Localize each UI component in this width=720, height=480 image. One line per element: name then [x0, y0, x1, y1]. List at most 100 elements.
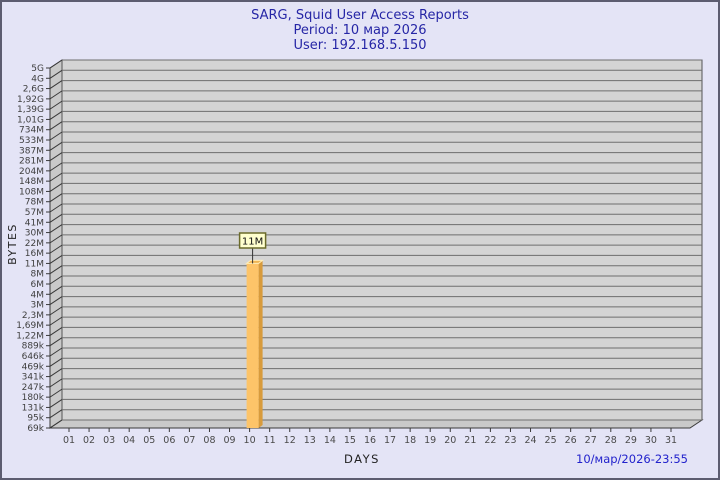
y-tick-slant: [49, 255, 63, 264]
bar-front-face: [246, 263, 259, 428]
y-tick-label: 4M: [31, 290, 45, 300]
x-tick-label: 27: [585, 435, 597, 446]
x-tick-label: 19: [424, 435, 436, 446]
x-tick-label: 05: [143, 435, 155, 446]
x-tick-label: 01: [63, 435, 75, 446]
y-tick-label: 78M: [25, 198, 44, 208]
y-tick-label: 1,39G: [17, 105, 44, 115]
y-tick-slant: [49, 275, 63, 285]
chart-title: SARG, Squid User Access Reports: [251, 8, 469, 23]
y-tick-label: 2,3M: [22, 311, 44, 321]
y-tick-slant: [49, 347, 63, 357]
plot-area: [61, 59, 703, 421]
callout-box: [238, 232, 267, 249]
y-tick-slant: [49, 296, 63, 305]
y-tick-slant: [49, 419, 63, 429]
x-tick-label: 17: [384, 435, 396, 446]
bar-day-10: [245, 259, 265, 428]
y-tick-label: 2,6G: [23, 85, 44, 95]
y-tick-label: 889k: [22, 342, 45, 352]
bar-side-face: [258, 260, 263, 428]
y-tick-label: 1,22M: [16, 331, 44, 341]
y-tick-slant: [49, 100, 63, 110]
x-tick-label: 23: [504, 435, 516, 446]
y-tick-slant: [49, 316, 63, 326]
y-tick-slant: [49, 327, 63, 336]
y-axis: 5G4G2,6G1,92G1,39G1,01G734M533M387M281M2…: [16, 59, 63, 434]
x-tick-label: 28: [605, 435, 617, 446]
y-tick-slant: [49, 409, 63, 419]
y-tick-slant: [49, 162, 63, 172]
report-timestamp: 10/мар/2026-23:55: [576, 452, 688, 466]
x-tick-label: 29: [625, 435, 637, 446]
y-tick-label: 180k: [22, 393, 45, 403]
x-tick-label: 02: [83, 435, 95, 446]
y-tick-slant: [49, 193, 63, 203]
y-tick-label: 8M: [31, 270, 45, 280]
y-tick-slant: [49, 183, 63, 192]
y-tick-label: 57M: [25, 208, 44, 218]
chart-header: SARG, Squid User Access Reports Period: …: [2, 8, 718, 53]
x-tick-label: 24: [524, 435, 536, 446]
y-tick-label: 646k: [22, 352, 45, 362]
y-tick-label: 16M: [25, 249, 44, 259]
y-tick-label: 41M: [25, 218, 44, 228]
x-tick-label: 12: [284, 435, 296, 446]
y-tick-slant: [49, 80, 63, 89]
x-tick-label: 25: [545, 435, 557, 446]
y-tick-label: 734M: [19, 126, 44, 136]
floor-3d: [48, 419, 704, 429]
y-tick-label: 204M: [19, 167, 44, 177]
y-tick-label: 69k: [27, 424, 44, 434]
y-tick-slant: [49, 69, 63, 79]
chart-user: User: 192.168.5.150: [293, 38, 427, 53]
y-tick-label: 6M: [31, 280, 45, 290]
y-tick-slant: [49, 285, 63, 295]
y-tick-label: 108M: [19, 187, 44, 197]
y-tick-slant: [49, 111, 63, 120]
y-tick-slant: [49, 337, 63, 347]
x-tick-label: 26: [565, 435, 577, 446]
bar-value-label: 11M: [242, 237, 263, 248]
y-tick-label: 4G: [31, 74, 44, 84]
y-tick-label: 469k: [22, 362, 45, 372]
x-tick-label: 14: [324, 435, 336, 446]
gridlines: [62, 59, 702, 421]
y-tick-slant: [49, 234, 63, 244]
x-tick-label: 07: [183, 435, 195, 446]
y-tick-label: 1,69M: [16, 321, 44, 331]
x-tick-label: 11: [264, 435, 276, 446]
y-tick-slant: [49, 244, 63, 254]
y-tick-label: 148M: [19, 177, 44, 187]
y-tick-label: 3M: [31, 301, 45, 311]
x-tick-label: 30: [645, 435, 657, 446]
y-tick-slant: [49, 306, 63, 316]
y-tick-slant: [49, 213, 63, 223]
x-tick-label: 22: [484, 435, 496, 446]
x-tick-label: 06: [163, 435, 175, 446]
y-tick-label: 131k: [22, 403, 45, 413]
y-tick-slant: [49, 59, 63, 69]
x-tick-label: 31: [665, 435, 677, 446]
x-axis: 01 02 03 04 05 06 07 08 09 10 11 12 13 14 15 16 17 18 19 20…: [63, 428, 677, 446]
y-tick-label: 281M: [19, 157, 44, 167]
y-tick-label: 387M: [19, 146, 44, 156]
x-tick-label: 13: [304, 435, 316, 446]
x-tick-label: 21: [464, 435, 476, 446]
y-axis-title: BYTES: [6, 223, 19, 265]
y-tick-label: 533M: [19, 136, 44, 146]
x-tick-label: 16: [364, 435, 376, 446]
y-tick-slant: [49, 141, 63, 151]
y-tick-label: 247k: [22, 383, 45, 393]
y-tick-slant: [49, 388, 63, 398]
chart-period: Period: 10 мар 2026: [293, 23, 427, 38]
y-tick-slant: [49, 172, 63, 182]
bar-top-face: [245, 259, 265, 264]
y-tick-slant: [49, 203, 63, 213]
y-tick-slant: [49, 357, 63, 367]
y-tick-slant: [49, 265, 63, 275]
x-tick-label: 09: [223, 435, 235, 446]
y-tick-slant: [49, 131, 63, 141]
